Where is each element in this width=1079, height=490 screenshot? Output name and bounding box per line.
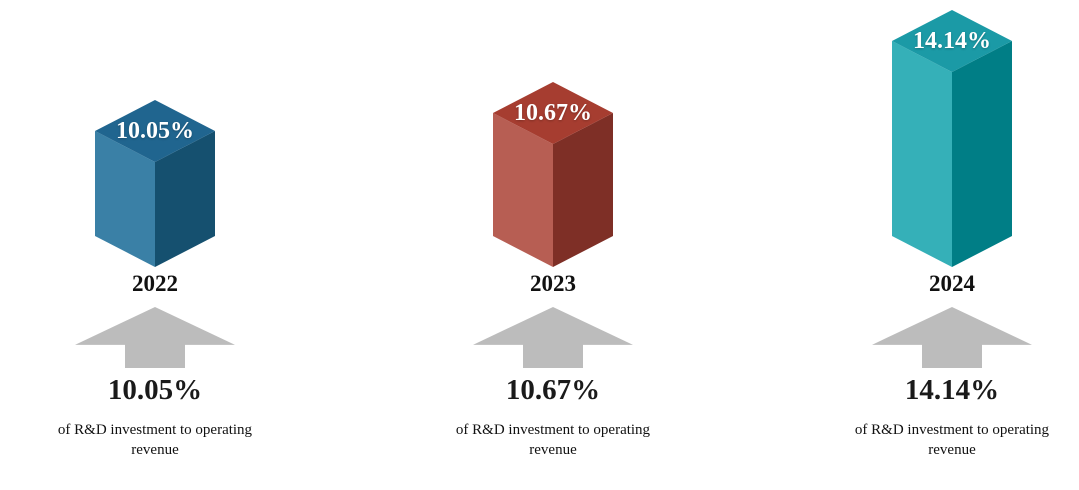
year-label-2023: 2023: [530, 271, 576, 296]
up-arrow-icon: [75, 307, 235, 368]
bar-right-face: [155, 131, 215, 267]
bar-3d-2022: 10.05%: [95, 100, 215, 267]
arrow-value-label: 10.67%: [505, 374, 601, 406]
bar-right-face: [952, 41, 1012, 267]
bar-top-face: [95, 100, 215, 162]
bar-3d-shape: [892, 10, 1012, 267]
up-arrow-icon: [473, 307, 633, 368]
bar-left-face: [892, 41, 952, 267]
bar-left-face: [493, 113, 553, 267]
bar-right-face: [553, 113, 613, 267]
bar-description: of R&D investment to operating revenue: [854, 422, 1050, 458]
bar-3d-shape: [95, 100, 215, 267]
bar-3d-2024: 14.14%: [892, 10, 1012, 267]
bar-group-2024: 14.14% 2024 14.14% of R&D investment to …: [832, 0, 1072, 490]
bar-description: of R&D investment to operating revenue: [455, 422, 651, 458]
year-label-2022: 2022: [132, 271, 178, 296]
arrow-value-label: 10.05%: [107, 374, 203, 406]
bar-3d-2023: 10.67%: [493, 82, 613, 267]
bar-top-face: [892, 10, 1012, 72]
bar-group-2022: 10.05% 2022 10.05% of R&D investment to …: [35, 0, 275, 490]
year-label-2024: 2024: [929, 271, 975, 296]
bar-description: of R&D investment to operating revenue: [57, 422, 253, 458]
bar-left-face: [95, 131, 155, 267]
arrow-value-label: 14.14%: [904, 374, 1000, 406]
bar-top-face: [493, 82, 613, 144]
bar-group-2023: 10.67% 2023 10.67% of R&D investment to …: [433, 0, 673, 490]
bar-3d-shape: [493, 82, 613, 267]
up-arrow-icon: [872, 307, 1032, 368]
